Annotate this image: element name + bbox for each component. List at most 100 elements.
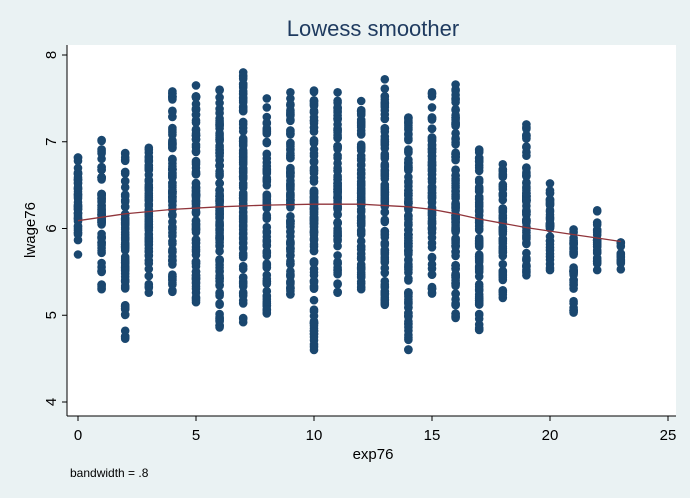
data-point (380, 149, 390, 159)
data-point (451, 105, 460, 114)
data-point (309, 278, 319, 287)
data-point (592, 207, 602, 216)
data-point (333, 241, 342, 251)
data-point (474, 205, 484, 215)
data-point (215, 255, 224, 264)
data-point (522, 151, 531, 160)
data-point (73, 182, 83, 192)
data-point (309, 257, 319, 266)
data-point (191, 93, 201, 102)
data-point (380, 180, 390, 190)
data-point (451, 113, 460, 123)
data-point (309, 123, 319, 132)
data-point (474, 182, 484, 192)
data-point (168, 107, 177, 117)
data-point (380, 106, 390, 115)
data-point (144, 259, 154, 268)
data-point (498, 171, 508, 180)
data-point (286, 259, 295, 268)
data-point (356, 212, 366, 222)
data-point (569, 239, 578, 248)
data-point (427, 243, 437, 252)
data-point (380, 230, 390, 239)
data-point (380, 161, 390, 171)
data-point (191, 110, 201, 120)
data-point (356, 273, 366, 282)
data-point (168, 286, 177, 295)
data-point (356, 96, 366, 106)
data-point (474, 218, 484, 228)
data-point (309, 165, 319, 175)
data-point (545, 189, 555, 198)
data-point (474, 324, 484, 334)
data-point (404, 265, 413, 275)
data-point (73, 169, 83, 178)
data-point (144, 176, 154, 186)
data-point (238, 160, 248, 169)
data-point (404, 311, 413, 320)
data-point (238, 79, 248, 89)
data-point (286, 176, 295, 186)
data-point (286, 284, 295, 293)
data-point (404, 276, 413, 285)
data-point (97, 190, 106, 200)
data-point (309, 135, 319, 145)
data-point (168, 154, 177, 164)
data-point (474, 192, 484, 202)
data-point (120, 310, 130, 320)
data-point (427, 140, 437, 149)
data-point (97, 241, 106, 250)
data-point (474, 156, 484, 166)
data-point (356, 110, 366, 120)
data-point (262, 251, 272, 261)
data-point (404, 194, 413, 204)
data-point (309, 193, 319, 202)
data-point (191, 295, 201, 305)
data-point (168, 168, 177, 178)
data-point (427, 219, 437, 228)
data-point (522, 132, 531, 142)
x-axis-ticks: 0 5 10 15 20 25 (74, 416, 676, 444)
data-point (356, 253, 366, 262)
data-point (545, 232, 555, 241)
data-point (474, 265, 484, 275)
data-point (380, 124, 390, 133)
data-point (286, 168, 295, 177)
data-point (356, 198, 366, 208)
data-point (238, 291, 248, 301)
data-point (97, 149, 106, 158)
data-point (545, 200, 555, 209)
data-point (474, 241, 484, 250)
data-point (238, 249, 248, 258)
data-point (120, 216, 130, 225)
chart-title: Lowess smoother (287, 16, 459, 41)
data-point (262, 138, 272, 147)
data-point (120, 326, 130, 336)
data-point (97, 258, 106, 268)
data-point (97, 136, 106, 146)
data-point (498, 244, 508, 253)
data-point (309, 268, 319, 277)
data-point (262, 222, 272, 232)
data-point (333, 103, 342, 113)
data-point (545, 179, 555, 188)
data-point (215, 214, 224, 223)
data-point (404, 323, 413, 332)
data-point (474, 146, 484, 156)
data-point (97, 267, 106, 276)
data-point (262, 305, 272, 314)
data-point (286, 130, 295, 139)
data-point (215, 281, 224, 290)
data-point (404, 164, 413, 173)
data-point (120, 167, 130, 177)
data-point (168, 195, 177, 205)
data-point (191, 81, 201, 90)
bandwidth-note: bandwidth = .8 (70, 466, 149, 480)
data-point (286, 149, 295, 158)
data-point (333, 287, 342, 297)
data-point (427, 89, 437, 99)
data-point (380, 114, 390, 124)
data-point (380, 135, 390, 144)
data-point (427, 252, 437, 262)
